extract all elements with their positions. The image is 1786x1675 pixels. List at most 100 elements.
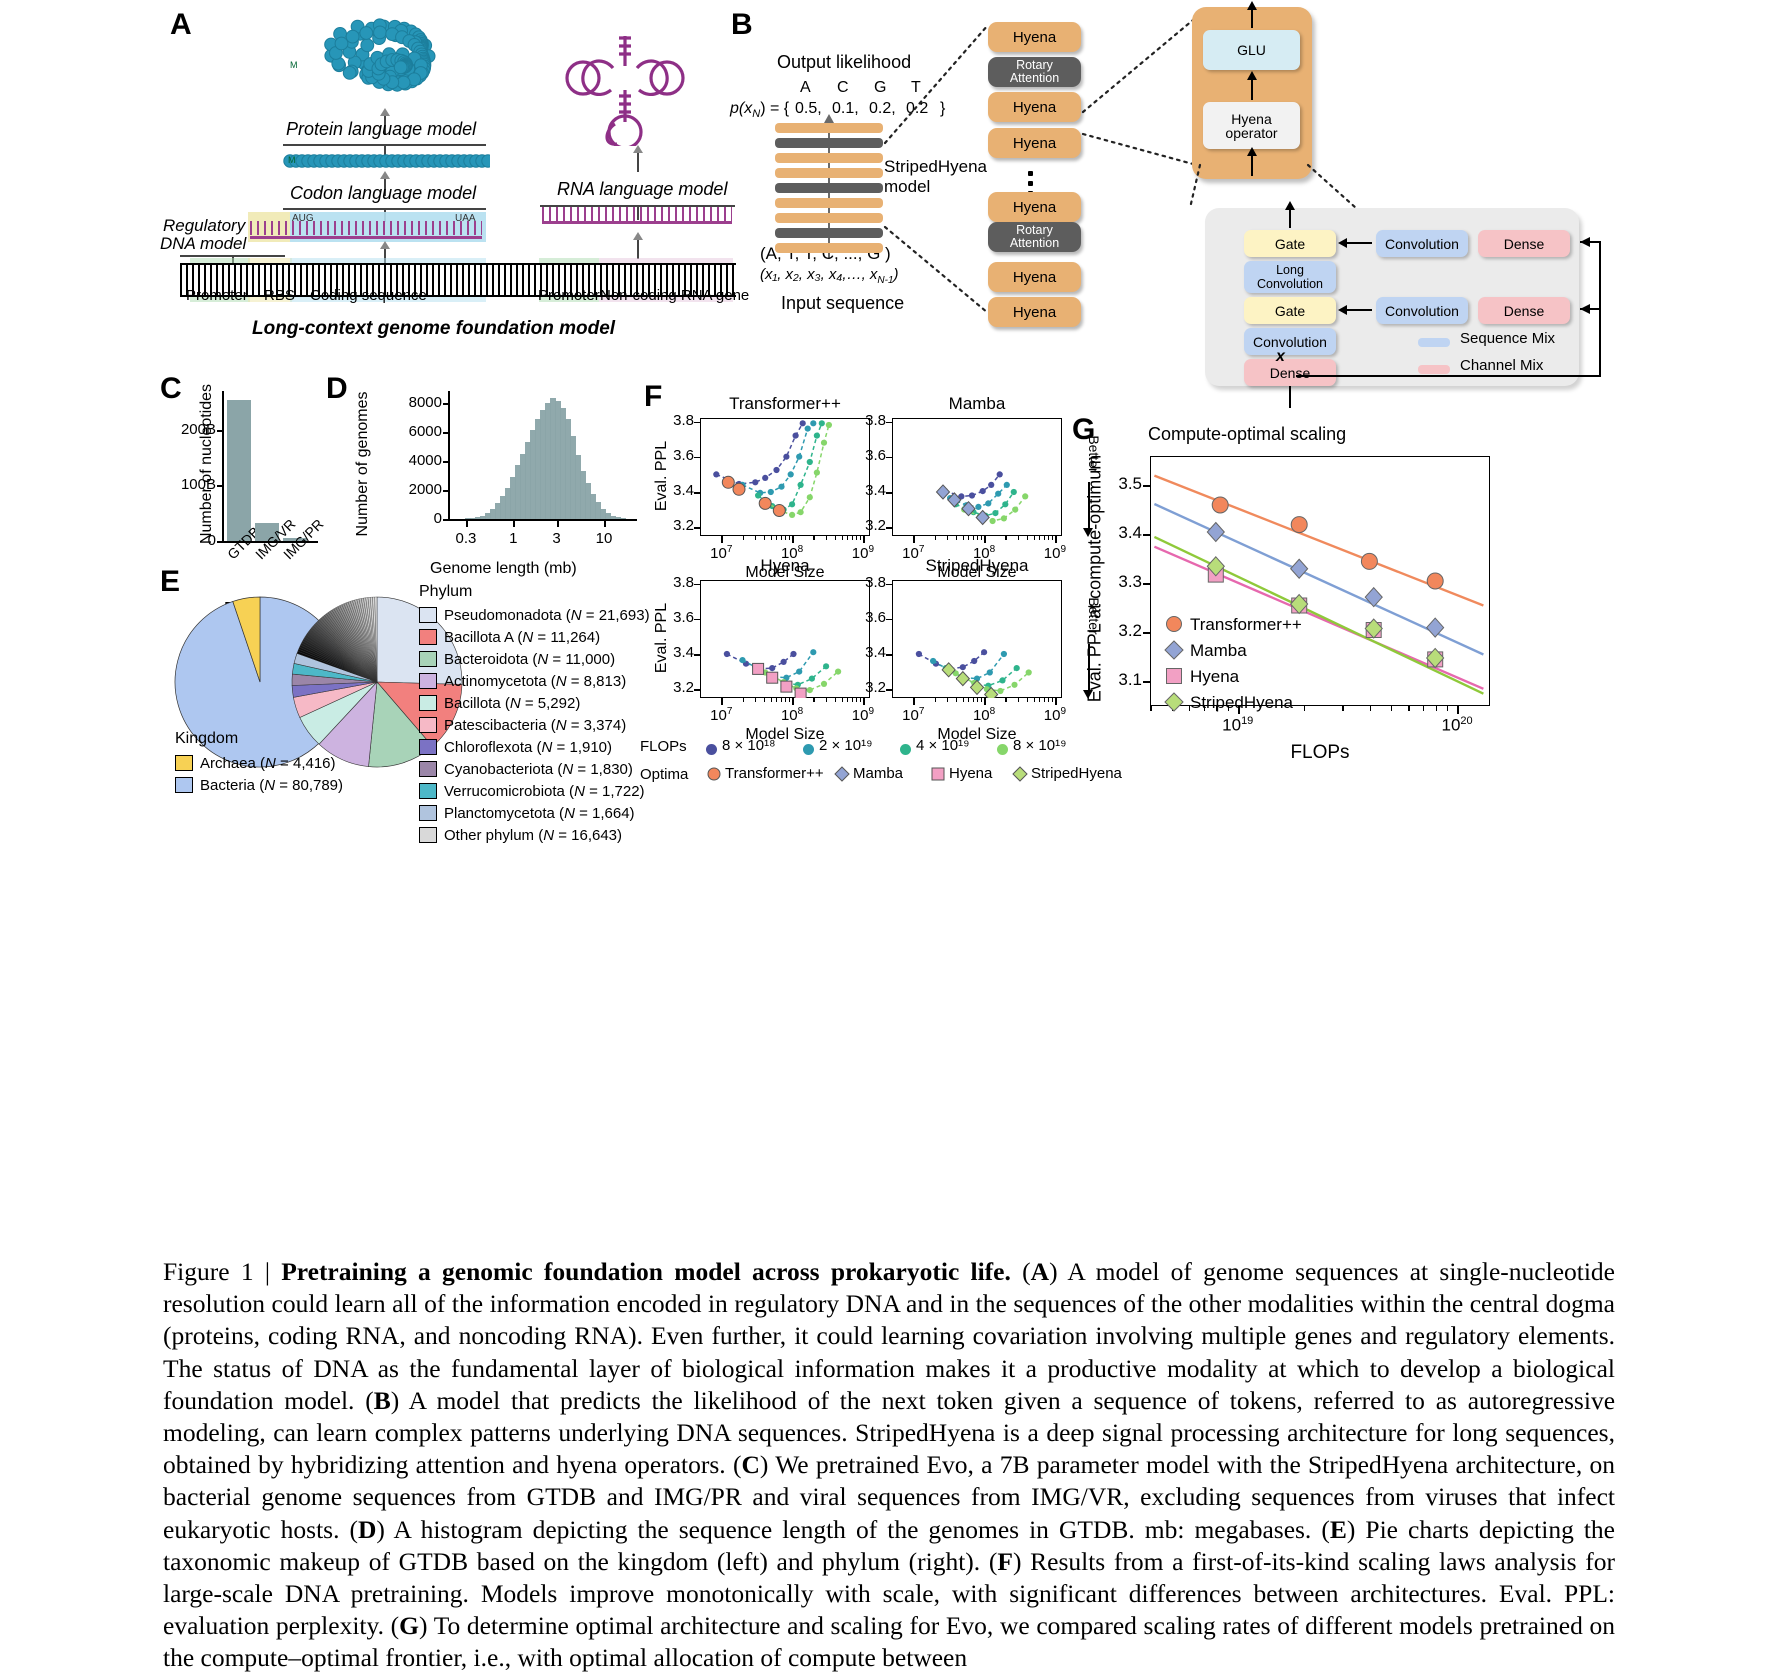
panel-f-ytick-3-0 xyxy=(886,689,892,691)
ncrna-label: Non-coding RNA gene xyxy=(600,287,749,304)
phylum-legend-swatch-2 xyxy=(419,651,437,667)
panel-f-xminor xyxy=(935,536,936,540)
panel-d-xtick-2 xyxy=(557,521,559,527)
panel-f-xminor xyxy=(776,698,777,702)
panel-f-xminor xyxy=(977,698,978,702)
stripe-bar-5 xyxy=(775,198,883,208)
rna-structure-icon xyxy=(545,26,705,146)
panel-f-xminor xyxy=(963,698,964,702)
phylum-legend-label-5: Patescibacteria (N = 3,374) xyxy=(444,717,626,734)
phylum-legend-item: Other phylum (N = 16,643) xyxy=(419,824,650,846)
panel-f-xtick-3-1 xyxy=(984,698,986,705)
phylum-legend-swatch-4 xyxy=(419,695,437,711)
panel-f-xminor xyxy=(1044,536,1045,540)
panel-f-flops-dot-2 xyxy=(900,744,911,755)
panel-f-xminor xyxy=(1034,698,1035,702)
panel-g-ytick-3 xyxy=(1143,534,1150,536)
panel-f-ytick-label-1-0: 3.2 xyxy=(846,517,886,534)
panel-c-ytick-label-2: 200B xyxy=(170,421,216,438)
panel-f-plot-0 xyxy=(700,418,870,536)
panel-a-letter: A xyxy=(170,8,192,42)
hyena-block-6: Hyena xyxy=(988,262,1081,292)
panel-d-xtick-3 xyxy=(604,521,606,527)
panel-f-ytick-3-2 xyxy=(886,619,892,621)
glu-box: GLU xyxy=(1203,30,1300,70)
panel-c-letter: C xyxy=(160,372,182,406)
kingdom-legend-swatch-0 xyxy=(175,755,193,771)
panel-f-xminor xyxy=(1027,536,1028,540)
panel-f-flops-label-1: 2 × 10¹⁹ xyxy=(819,737,873,754)
panel-d-ytick-label-0: 0 xyxy=(384,510,442,527)
panel-g-ytick-2 xyxy=(1143,583,1150,585)
panel-f-xminor xyxy=(1048,536,1049,540)
phylum-legend-item: Bacillota (N = 5,292) xyxy=(419,692,650,714)
operator-out-head xyxy=(1285,201,1295,210)
panel-f-xtick-0-0 xyxy=(721,536,723,543)
panel-g-xminor xyxy=(1342,706,1343,711)
panel-f-ytick-1-0 xyxy=(886,527,892,529)
panel-f-ylabel-0: Eval. PPL xyxy=(653,396,671,556)
panel-f-xminor xyxy=(755,698,756,702)
panel-f-xtick-0-2 xyxy=(863,536,865,543)
panel-d-xlabel: Genome length (mb) xyxy=(430,560,577,578)
panel-g-xtick-label-0: 1019 xyxy=(1204,715,1272,736)
hyena-block-2: Hyena xyxy=(988,92,1081,122)
panel-f-xminor xyxy=(743,698,744,702)
kingdom-legend-item: Bacteria (N = 80,789) xyxy=(175,774,343,796)
panel-f-xminor xyxy=(1034,536,1035,540)
panel-f-xminor xyxy=(771,536,772,540)
panel-f-ytick-3-3 xyxy=(886,584,892,586)
panel-f-flops-label-3: 8 × 10¹⁹ xyxy=(1013,737,1067,754)
operator-in-shaft xyxy=(1289,386,1291,408)
panel-f-ytick-1-2 xyxy=(886,457,892,459)
panel-f-xtick-3-2 xyxy=(1055,698,1057,705)
panel-f-xminor xyxy=(856,698,857,702)
panel-f-xminor xyxy=(956,536,957,540)
panel-f-ytick-0-1 xyxy=(694,492,700,494)
panel-f-xminor xyxy=(789,536,790,540)
panel-f-xminor xyxy=(1018,536,1019,540)
panel-f-xminor xyxy=(785,536,786,540)
panel-f-xminor xyxy=(1052,536,1053,540)
panel-d-xtick-label-1: 1 xyxy=(491,530,535,547)
panel-f-xminor xyxy=(1027,698,1028,702)
hyena-block-0: Hyena xyxy=(988,22,1081,52)
panel-g-ytick-0 xyxy=(1143,681,1150,683)
panel-a-bottom-title: Long-context genome foundation model xyxy=(252,318,615,340)
panel-e-letter: E xyxy=(160,565,180,599)
phylum-legend-item: Planctomycetota (N = 1,664) xyxy=(419,802,650,824)
panel-g-xtick-1 xyxy=(1457,706,1459,714)
panel-f-xminor xyxy=(1039,698,1040,702)
panel-f-xminor xyxy=(847,698,848,702)
panel-g-xminor xyxy=(1391,706,1392,711)
panel-f-xtick-1-0 xyxy=(913,536,915,543)
phylum-legend-label-10: Other phylum (N = 16,643) xyxy=(444,827,622,844)
protein-language-model-label: Protein language model xyxy=(286,119,476,140)
phylum-legend-item: Cyanobacteriota (N = 1,830) xyxy=(419,758,650,780)
panel-d-xtick-0 xyxy=(466,521,468,527)
panel-g-legend-label-2: Hyena xyxy=(1190,667,1239,687)
panel-f-ytick-3-1 xyxy=(886,654,892,656)
panel-f-xtick-label-3-1: 108 xyxy=(958,706,1010,724)
stripe-bar-3 xyxy=(775,168,883,178)
hyena-block-4: Hyena xyxy=(988,192,1081,222)
start-codon-label: AUG xyxy=(292,213,314,224)
stripe-bar-6 xyxy=(775,213,883,223)
panel-d-xtick-1 xyxy=(513,521,515,527)
phylum-legend-swatch-6 xyxy=(419,739,437,755)
panel-g-legend-label-1: Mamba xyxy=(1190,641,1247,661)
phylum-legend-swatch-3 xyxy=(419,673,437,689)
panel-f-xminor xyxy=(835,536,836,540)
kingdom-legend-label-0: Archaea (N = 4,416) xyxy=(200,755,336,772)
panel-f-ytick-0-3 xyxy=(694,422,700,424)
caption-title: Pretraining a genomic foundation model a… xyxy=(281,1257,1011,1286)
panel-f-ytick-label-3-3: 3.8 xyxy=(846,574,886,591)
panel-f-plot-3 xyxy=(892,580,1062,698)
rbs-label: RBS xyxy=(264,287,295,304)
phylum-legend-swatch-5 xyxy=(419,717,437,733)
panel-f-xminor xyxy=(781,536,782,540)
panel-f-subplot-title-1: Mamba xyxy=(892,394,1062,414)
panel-f-xminor xyxy=(981,698,982,702)
